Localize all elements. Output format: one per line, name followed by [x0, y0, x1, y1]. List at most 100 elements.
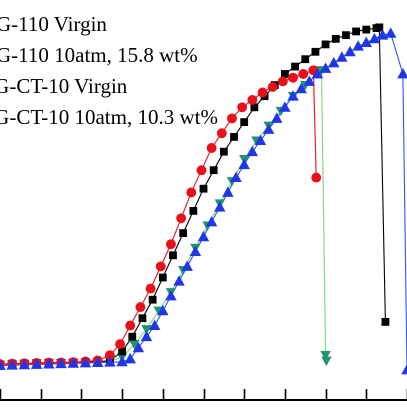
data-point-triangle-up: [230, 171, 242, 183]
data-point-triangle-up: [43, 358, 55, 369]
data-point-circle: [155, 261, 166, 272]
data-point-circle: [176, 213, 187, 224]
data-point-triangle-up: [189, 245, 202, 257]
data-point-triangle-up: [91, 356, 104, 368]
data-point-triangle-up: [132, 341, 145, 353]
data-point-square: [138, 314, 147, 323]
legend: G-110 Virgin G-110 10atm, 15.8 wt% NG-CT…: [0, 12, 218, 129]
data-point-circle: [227, 113, 237, 124]
data-point-triangle-up: [319, 62, 332, 73]
data-point-triangle-down: [320, 351, 331, 361]
legend-label-4: NG-CT-10 10atm, 10.3 wt%: [0, 105, 218, 129]
data-point-triangle-up: [30, 358, 43, 369]
data-point-circle: [206, 143, 217, 153]
data-point-circle: [186, 187, 197, 198]
data-point-square: [199, 184, 208, 193]
data-point-square: [362, 25, 371, 34]
data-point-square: [301, 55, 310, 64]
x-axis: [0, 389, 407, 401]
data-point-square: [148, 295, 157, 304]
data-point-triangle-up: [279, 101, 291, 112]
data-point-triangle-up: [385, 27, 397, 38]
data-point-square: [331, 34, 340, 43]
data-point-triangle-up: [238, 158, 250, 170]
data-point-triangle-up: [262, 123, 275, 134]
data-point-square: [209, 166, 218, 175]
data-point-triangle-up: [140, 330, 153, 342]
data-point-circle: [216, 128, 227, 139]
data-point-triangle-up: [6, 359, 18, 370]
data-point-triangle-up: [18, 358, 31, 370]
data-point-circle: [247, 94, 258, 105]
data-point-circle: [277, 76, 288, 87]
data-point-triangle-up: [352, 40, 364, 51]
data-point-triangle-up: [165, 290, 177, 301]
data-point-square: [291, 62, 299, 71]
data-point-circle: [257, 87, 268, 98]
data-point-triangle-up: [205, 216, 218, 227]
data-point-triangle-up: [254, 134, 267, 146]
data-point-triangle-up: [181, 260, 193, 271]
data-point-square: [179, 229, 188, 237]
data-point-triangle-up: [104, 356, 116, 367]
data-point-circle: [104, 350, 115, 361]
data-point-triangle-up: [328, 56, 340, 68]
data-point-square: [158, 273, 167, 282]
data-point-triangle-up: [79, 356, 92, 368]
data-point-square: [352, 27, 361, 36]
data-point-circle: [145, 283, 156, 294]
data-point-circle: [288, 72, 298, 83]
data-point-square: [381, 318, 390, 326]
data-point-square: [189, 207, 198, 215]
data-point-triangle-down: [321, 356, 332, 366]
data-point-triangle-up: [246, 145, 259, 157]
data-point-triangle-up: [401, 364, 407, 375]
data-point-square: [169, 251, 177, 260]
data-point-triangle-up: [360, 36, 373, 47]
data-point-square: [128, 332, 137, 341]
data-point-square: [281, 70, 289, 78]
data-point-triangle-up: [311, 68, 324, 79]
legend-label-3: NG-CT-10 Virgin: [0, 74, 128, 98]
data-point-triangle-up: [116, 355, 128, 367]
data-point-circle: [311, 172, 322, 183]
series-markers: [0, 23, 407, 375]
data-point-triangle-up: [157, 304, 169, 316]
data-point-triangle-up: [368, 32, 381, 44]
data-point-circle: [298, 69, 309, 79]
data-point-square: [375, 23, 384, 32]
data-point-triangle-up: [67, 357, 79, 368]
data-point-circle: [115, 339, 126, 350]
data-point-circle: [196, 165, 207, 176]
data-point-square: [230, 133, 238, 141]
data-point-square: [321, 40, 330, 49]
data-point-square: [219, 147, 228, 156]
data-point-triangle-up: [397, 68, 407, 79]
data-point-circle: [237, 102, 248, 113]
data-point-triangle-up: [336, 51, 348, 62]
data-point-circle: [125, 320, 136, 331]
data-point-triangle-up: [0, 359, 6, 370]
data-point-square: [250, 103, 259, 112]
legend-label-1: G-110 Virgin: [0, 12, 107, 36]
data-point-square: [118, 347, 126, 356]
data-point-circle: [267, 82, 278, 92]
data-point-circle: [135, 302, 146, 313]
data-point-circle: [166, 239, 176, 250]
data-point-triangle-down: [141, 325, 152, 335]
data-point-triangle-up: [295, 82, 307, 94]
data-point-triangle-up: [124, 352, 136, 364]
data-point-triangle-up: [287, 90, 299, 101]
data-point-triangle-up: [303, 75, 316, 86]
data-point-square: [342, 31, 350, 40]
data-point-triangle-up: [344, 45, 356, 57]
data-point-triangle-up: [148, 319, 161, 331]
data-point-triangle-up: [197, 230, 210, 242]
data-point-triangle-up: [271, 112, 283, 123]
legend-label-2: G-110 10atm, 15.8 wt%: [0, 43, 198, 67]
data-point-triangle-up: [173, 275, 185, 286]
data-point-triangle-up: [55, 357, 67, 369]
data-point-triangle-down: [129, 339, 140, 350]
